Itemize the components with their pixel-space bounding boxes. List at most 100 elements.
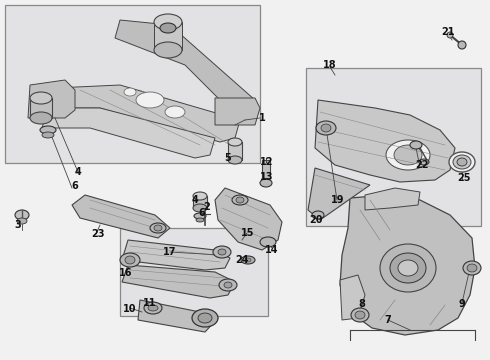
Ellipse shape — [245, 258, 251, 262]
Ellipse shape — [30, 112, 52, 124]
Text: 25: 25 — [457, 173, 471, 183]
Polygon shape — [48, 85, 240, 142]
Text: 14: 14 — [265, 245, 279, 255]
Ellipse shape — [193, 192, 207, 200]
Ellipse shape — [394, 145, 422, 165]
Polygon shape — [215, 188, 282, 250]
Polygon shape — [215, 98, 260, 125]
Text: 9: 9 — [459, 299, 466, 309]
Ellipse shape — [410, 141, 422, 149]
Ellipse shape — [386, 140, 430, 170]
Ellipse shape — [355, 311, 365, 319]
Ellipse shape — [218, 249, 226, 255]
Polygon shape — [315, 100, 455, 182]
Ellipse shape — [390, 253, 426, 283]
Polygon shape — [122, 265, 235, 298]
Ellipse shape — [194, 213, 206, 219]
Ellipse shape — [150, 223, 166, 233]
Ellipse shape — [453, 155, 471, 169]
Polygon shape — [28, 80, 75, 118]
Text: 8: 8 — [359, 299, 366, 309]
Ellipse shape — [40, 126, 56, 134]
Ellipse shape — [463, 261, 481, 275]
Polygon shape — [308, 168, 370, 220]
Ellipse shape — [136, 92, 164, 108]
Text: 4: 4 — [74, 167, 81, 177]
Ellipse shape — [165, 106, 185, 118]
Ellipse shape — [120, 253, 140, 267]
Ellipse shape — [312, 211, 324, 219]
Ellipse shape — [224, 282, 232, 288]
Ellipse shape — [236, 197, 244, 203]
Polygon shape — [138, 300, 218, 332]
Ellipse shape — [30, 92, 52, 104]
Text: 21: 21 — [441, 27, 455, 37]
Ellipse shape — [449, 152, 475, 172]
Circle shape — [447, 32, 453, 38]
Ellipse shape — [17, 218, 27, 224]
Ellipse shape — [154, 14, 182, 30]
Ellipse shape — [219, 279, 237, 291]
Ellipse shape — [228, 156, 242, 164]
Polygon shape — [340, 275, 365, 320]
Text: 22: 22 — [415, 160, 429, 170]
Text: 24: 24 — [235, 255, 249, 265]
Text: 19: 19 — [331, 195, 345, 205]
Polygon shape — [122, 240, 230, 270]
Polygon shape — [115, 20, 255, 120]
Text: 7: 7 — [385, 315, 392, 325]
Ellipse shape — [321, 124, 331, 132]
Bar — [306, 68, 481, 226]
Ellipse shape — [457, 158, 467, 166]
Text: 5: 5 — [224, 153, 231, 163]
Circle shape — [458, 41, 466, 49]
Ellipse shape — [213, 246, 231, 258]
Ellipse shape — [196, 218, 204, 222]
Polygon shape — [340, 195, 475, 335]
Text: 10: 10 — [123, 304, 137, 314]
Ellipse shape — [419, 159, 429, 165]
Ellipse shape — [198, 313, 212, 323]
Text: 20: 20 — [309, 215, 323, 225]
Ellipse shape — [380, 244, 436, 292]
Ellipse shape — [193, 204, 207, 212]
Text: 23: 23 — [91, 229, 105, 239]
Ellipse shape — [160, 23, 176, 33]
Ellipse shape — [228, 138, 242, 146]
Text: 13: 13 — [260, 172, 274, 182]
Text: 12: 12 — [260, 157, 274, 167]
Text: 16: 16 — [119, 268, 133, 278]
Ellipse shape — [398, 260, 418, 276]
Ellipse shape — [467, 264, 477, 272]
Polygon shape — [30, 98, 52, 118]
Ellipse shape — [15, 210, 29, 220]
Polygon shape — [193, 196, 207, 208]
Ellipse shape — [148, 305, 158, 311]
Text: 6: 6 — [198, 208, 205, 218]
Ellipse shape — [260, 179, 272, 187]
Ellipse shape — [260, 237, 276, 247]
Polygon shape — [42, 108, 215, 158]
Text: 3: 3 — [15, 220, 22, 230]
Ellipse shape — [154, 42, 182, 58]
Ellipse shape — [351, 308, 369, 322]
Ellipse shape — [154, 225, 162, 231]
Ellipse shape — [316, 121, 336, 135]
Ellipse shape — [124, 88, 136, 96]
Polygon shape — [262, 160, 270, 178]
Bar — [120, 228, 268, 316]
Ellipse shape — [144, 302, 162, 314]
Text: 15: 15 — [241, 228, 255, 238]
Text: 2: 2 — [204, 202, 210, 212]
Bar — [5, 5, 260, 163]
Text: 18: 18 — [323, 60, 337, 70]
Polygon shape — [154, 22, 182, 50]
Text: 17: 17 — [163, 247, 177, 257]
Ellipse shape — [232, 195, 248, 205]
Polygon shape — [228, 142, 242, 160]
Ellipse shape — [241, 256, 255, 264]
Polygon shape — [72, 195, 170, 238]
Ellipse shape — [125, 256, 135, 264]
Text: 1: 1 — [259, 113, 266, 123]
Text: 6: 6 — [72, 181, 78, 191]
